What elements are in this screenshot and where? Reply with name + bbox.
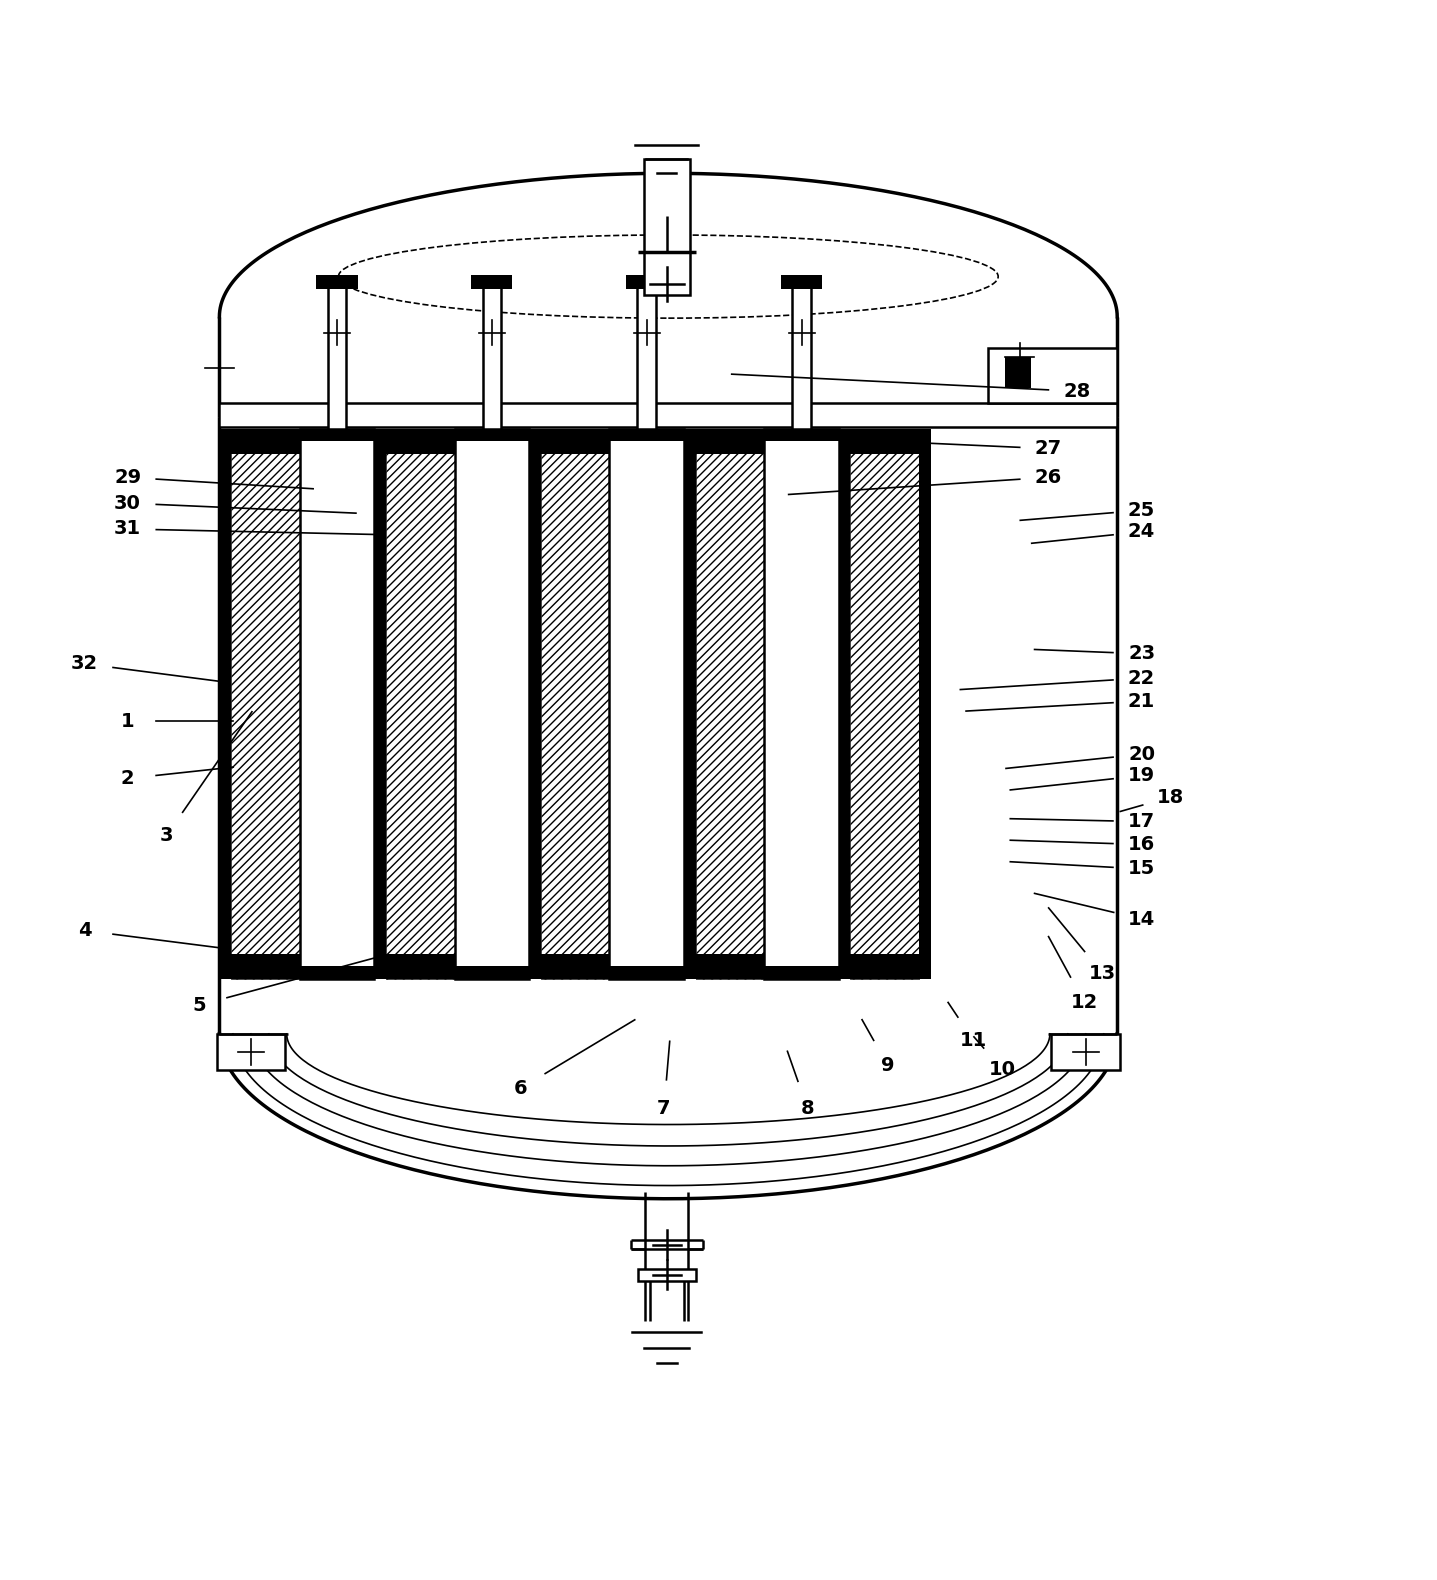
Text: 15: 15: [1128, 860, 1155, 878]
Text: 17: 17: [1128, 812, 1155, 831]
Bar: [540, 953, 609, 980]
Bar: [764, 967, 839, 980]
Text: 6: 6: [514, 1079, 527, 1098]
Bar: [764, 428, 839, 980]
Text: 18: 18: [1157, 788, 1184, 807]
Text: 26: 26: [1035, 468, 1062, 487]
Text: 31: 31: [114, 520, 141, 539]
Text: 3: 3: [160, 826, 172, 845]
Text: 30: 30: [114, 493, 141, 512]
Text: 1: 1: [121, 711, 135, 730]
Bar: [638, 281, 657, 428]
Text: 4: 4: [78, 921, 92, 940]
Bar: [374, 428, 385, 980]
Text: 21: 21: [1128, 692, 1155, 711]
Bar: [920, 428, 931, 980]
Bar: [454, 428, 529, 980]
Text: 13: 13: [1089, 964, 1117, 983]
Text: 10: 10: [989, 1060, 1016, 1079]
Text: 7: 7: [657, 1100, 671, 1119]
Text: 29: 29: [114, 468, 141, 487]
Text: 5: 5: [193, 995, 205, 1014]
Bar: [696, 428, 764, 980]
Bar: [231, 428, 300, 980]
Text: 19: 19: [1128, 766, 1155, 785]
Text: 12: 12: [1071, 992, 1098, 1011]
Bar: [764, 428, 839, 441]
Bar: [328, 281, 346, 428]
Bar: [638, 1269, 696, 1280]
Bar: [839, 428, 851, 980]
Bar: [782, 275, 822, 289]
Bar: [316, 275, 358, 289]
Bar: [792, 281, 810, 428]
Text: 25: 25: [1128, 501, 1155, 520]
Bar: [385, 953, 454, 980]
Bar: [851, 953, 920, 980]
Bar: [220, 428, 231, 980]
Bar: [851, 428, 920, 455]
Text: 28: 28: [1063, 382, 1091, 401]
Text: 8: 8: [800, 1100, 815, 1119]
Bar: [454, 428, 529, 441]
Bar: [231, 428, 300, 455]
Text: 14: 14: [1128, 910, 1155, 929]
Bar: [609, 967, 684, 980]
Bar: [217, 1033, 286, 1070]
Text: 27: 27: [1035, 439, 1062, 458]
Bar: [609, 428, 684, 441]
Bar: [989, 348, 1117, 403]
Bar: [483, 281, 502, 428]
Bar: [609, 428, 684, 980]
Bar: [851, 428, 920, 980]
Bar: [696, 953, 764, 980]
Text: 32: 32: [70, 654, 98, 673]
Bar: [540, 428, 609, 455]
Text: 9: 9: [881, 1055, 894, 1074]
Bar: [529, 428, 540, 980]
Bar: [696, 428, 764, 455]
Bar: [627, 275, 667, 289]
Bar: [540, 428, 609, 980]
Bar: [385, 428, 454, 455]
Bar: [385, 428, 454, 980]
Bar: [454, 967, 529, 980]
Bar: [231, 953, 300, 980]
Bar: [300, 428, 374, 980]
Text: 22: 22: [1128, 668, 1155, 687]
Bar: [684, 428, 696, 980]
Text: 2: 2: [121, 769, 135, 788]
Text: 23: 23: [1128, 645, 1155, 664]
Text: 24: 24: [1128, 523, 1155, 542]
Text: 16: 16: [1128, 834, 1155, 855]
Bar: [300, 428, 374, 441]
Text: 20: 20: [1128, 744, 1155, 763]
Bar: [471, 275, 513, 289]
Bar: [220, 403, 1117, 427]
Bar: [1052, 1033, 1119, 1070]
Bar: [300, 967, 374, 980]
Bar: [1006, 357, 1032, 389]
Bar: [644, 160, 690, 295]
Text: 11: 11: [960, 1032, 987, 1051]
